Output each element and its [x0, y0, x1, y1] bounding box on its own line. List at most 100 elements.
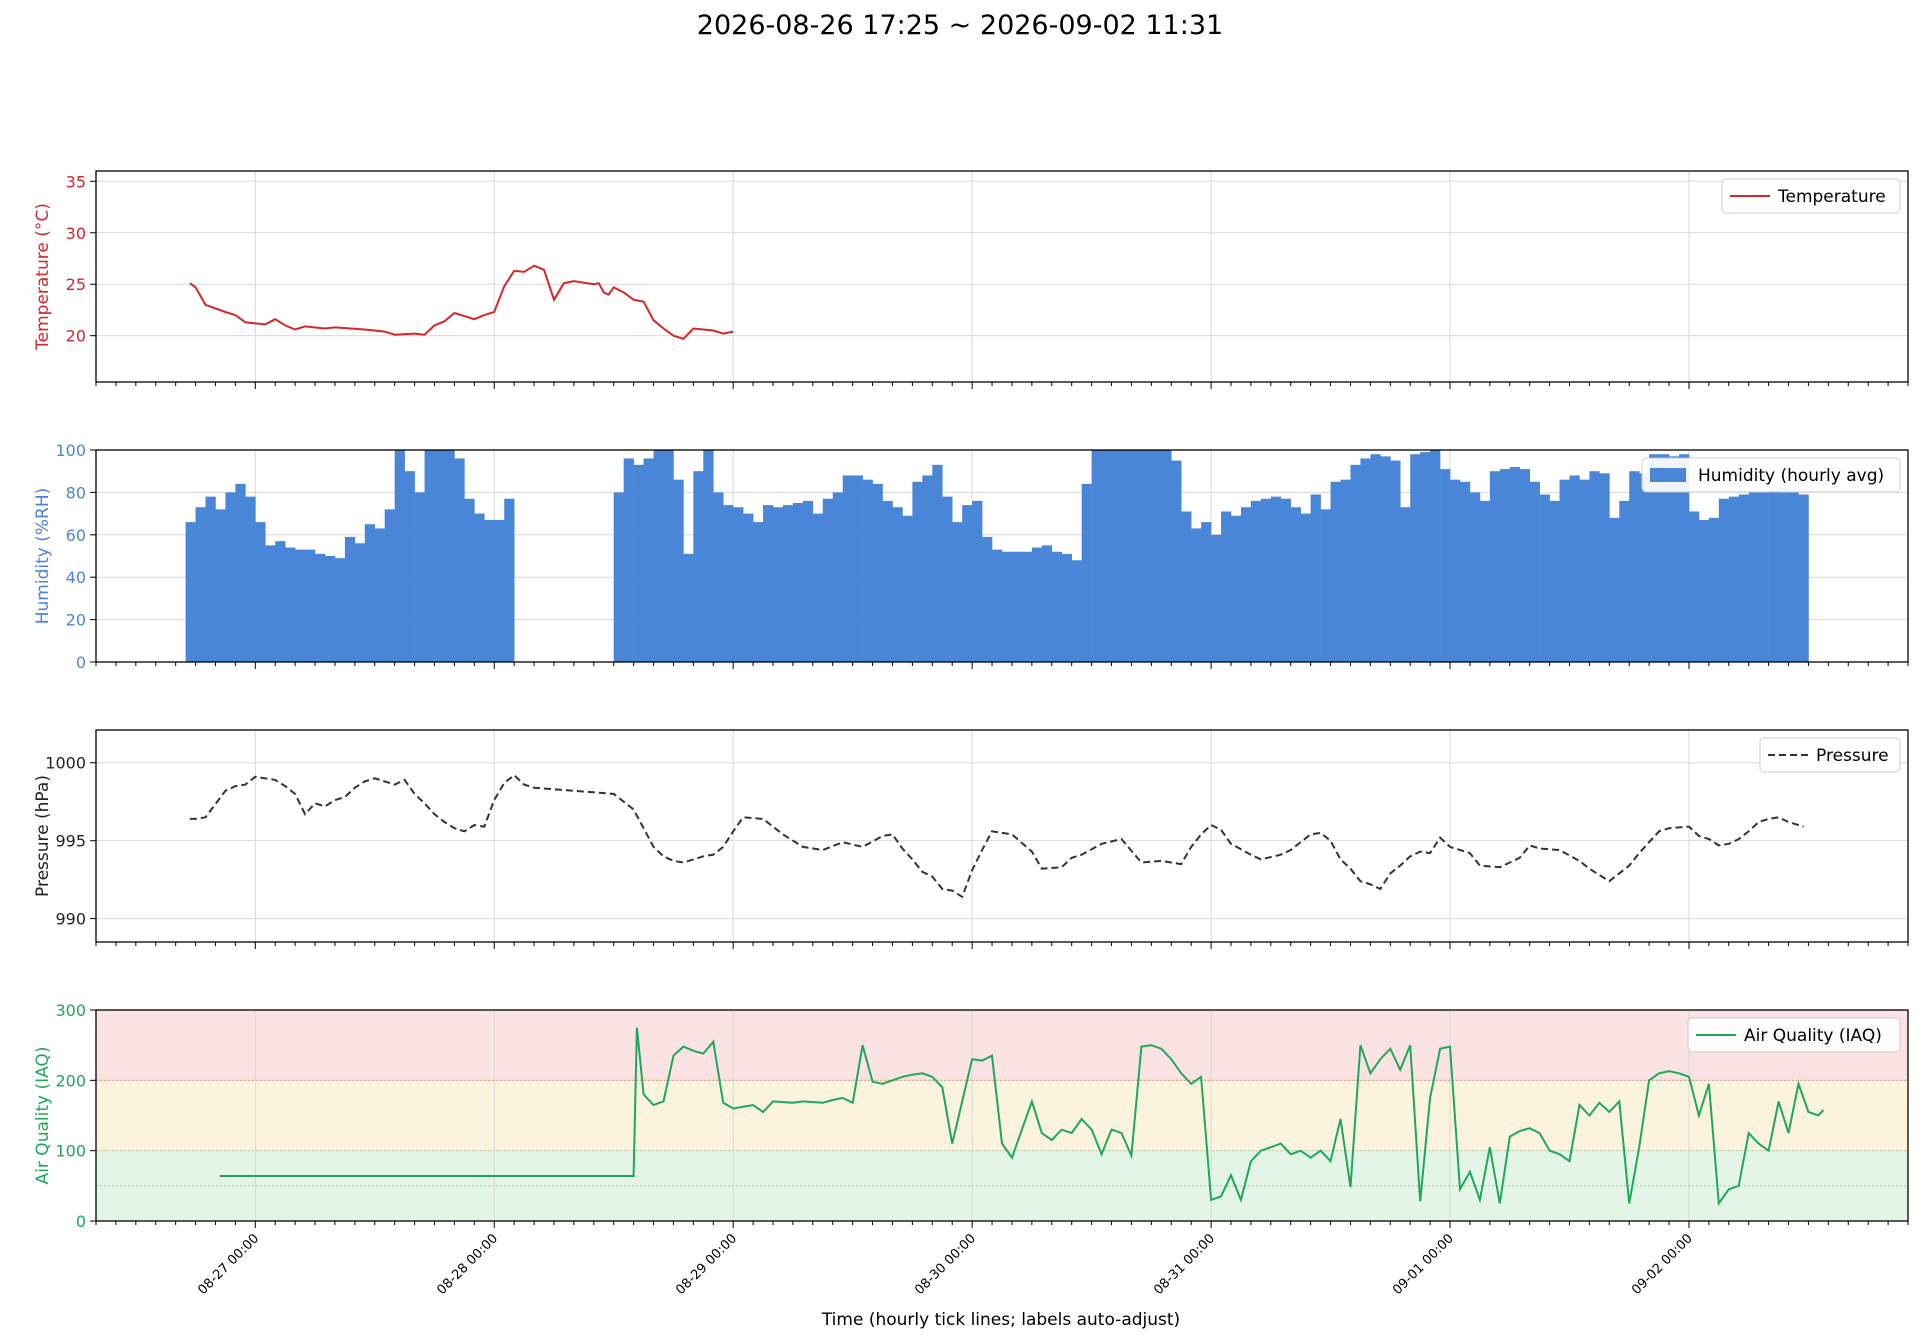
humidity-bar	[265, 545, 276, 662]
humidity-bar	[1021, 551, 1033, 662]
x-tick-label: 08-27 00:00	[195, 1231, 262, 1298]
humidity-bar	[334, 558, 346, 662]
y-tick-label: 995	[55, 832, 86, 851]
y-tick-label: 35	[66, 172, 86, 191]
humidity-bar	[1181, 511, 1192, 662]
humidity-bar	[1748, 492, 1759, 662]
y-tick-label: 0	[76, 653, 86, 672]
y-axis-title: Temperature (°C)	[33, 203, 53, 351]
humidity-bar	[1221, 511, 1232, 662]
x-tick-label: 08-31 00:00	[1151, 1231, 1218, 1298]
x-tick-label: 08-28 00:00	[434, 1231, 501, 1298]
humidity-bar	[1330, 481, 1341, 662]
humidity-bar	[1450, 479, 1461, 662]
series-line	[189, 773, 1804, 899]
humidity-bar	[852, 475, 863, 662]
humidity-bar	[1659, 454, 1670, 662]
panel-4: 0 100 200 300 Air Quality (IAQ) Air Quality (…	[33, 1001, 1909, 1231]
humidity-bar	[1081, 483, 1092, 662]
humidity-bar	[1061, 553, 1072, 662]
humidity-bar	[1111, 450, 1122, 662]
humidity-bar	[842, 475, 853, 662]
y-tick-label: 20	[66, 611, 86, 630]
humidity-bar	[354, 543, 366, 662]
humidity-bar	[1151, 450, 1162, 662]
humidity-bar	[394, 450, 405, 662]
humidity-bar	[1011, 551, 1023, 662]
humidity-bar	[1191, 528, 1202, 662]
humidity-bar	[1440, 469, 1451, 662]
humidity-bar	[1230, 515, 1242, 662]
y-axis-title: Air Quality (IAQ)	[33, 1047, 53, 1185]
humidity-bar	[1141, 450, 1152, 662]
humidity-bar	[1270, 496, 1282, 662]
humidity-bar	[1489, 471, 1501, 662]
humidity-bar	[1669, 456, 1680, 662]
legend-label: Humidity (hourly avg)	[1698, 466, 1884, 486]
humidity-bar	[315, 553, 326, 662]
humidity-bar	[295, 549, 306, 662]
x-tick-label: 08-29 00:00	[673, 1231, 740, 1298]
humidity-bar	[275, 541, 286, 662]
humidity-bar	[1400, 507, 1411, 662]
humidity-bar	[982, 536, 993, 662]
humidity-bar	[1051, 551, 1063, 662]
legend-box	[1759, 737, 1901, 773]
humidity-bar	[862, 479, 873, 662]
humidity-bar	[723, 505, 734, 662]
humidity-bar	[992, 549, 1003, 662]
humidity-bar	[1131, 450, 1142, 662]
humidity-bar	[653, 450, 664, 662]
humidity-bar	[1390, 460, 1401, 662]
humidity-bar	[902, 515, 913, 662]
humidity-bar	[215, 509, 226, 662]
humidity-bar	[1738, 494, 1750, 662]
humidity-bar	[1599, 473, 1610, 662]
humidity-bar	[464, 498, 475, 662]
humidity-bar	[1589, 471, 1600, 662]
humidity-bar	[1240, 507, 1252, 662]
humidity-bar	[454, 458, 465, 662]
humidity-bar	[235, 483, 246, 662]
humidity-bar	[713, 492, 724, 662]
humidity-bar	[424, 450, 435, 662]
humidity-bar	[613, 492, 624, 662]
humidity-bar	[474, 513, 485, 662]
y-tick-label: 100	[55, 1142, 86, 1161]
humidity-bar	[753, 522, 764, 662]
humidity-bar	[1649, 454, 1660, 662]
humidity-bar	[743, 513, 754, 662]
panel-1: 20 25 30 35 Temperature (°C) Temperature	[33, 170, 1909, 389]
humidity-bar	[663, 450, 674, 662]
humidity-bar	[1549, 500, 1560, 662]
humidity-bar	[1290, 507, 1301, 662]
humidity-bar	[1798, 494, 1809, 662]
x-tick-label: 08-30 00:00	[912, 1231, 979, 1298]
humidity-bar	[1579, 479, 1590, 662]
humidity-bar	[205, 496, 216, 662]
humidity-bar	[1569, 475, 1580, 662]
humidity-bar	[364, 524, 376, 662]
humidity-bar	[1260, 498, 1272, 662]
legend-label: Air Quality (IAQ)	[1744, 1026, 1882, 1046]
humidity-bar	[1559, 479, 1570, 662]
humidity-bar	[1539, 494, 1550, 662]
humidity-bar	[404, 471, 415, 662]
humidity-bar	[1350, 464, 1361, 662]
humidity-bar	[942, 496, 953, 662]
y-axis-title: Pressure (hPa)	[33, 775, 53, 897]
humidity-bar	[1708, 517, 1720, 662]
humidity-bar	[185, 522, 196, 662]
legend-label: Pressure	[1816, 746, 1889, 766]
humidity-bar	[1101, 450, 1112, 662]
humidity-bar	[1629, 471, 1640, 662]
humidity-bar	[773, 507, 784, 662]
humidity-bar	[1201, 522, 1212, 662]
series-line	[189, 264, 734, 340]
humidity-bar	[952, 522, 963, 662]
humidity-bar	[1698, 519, 1710, 662]
plot-frame	[95, 1009, 1909, 1222]
y-tick-label: 80	[66, 483, 86, 502]
y-tick-label: 100	[55, 441, 86, 460]
